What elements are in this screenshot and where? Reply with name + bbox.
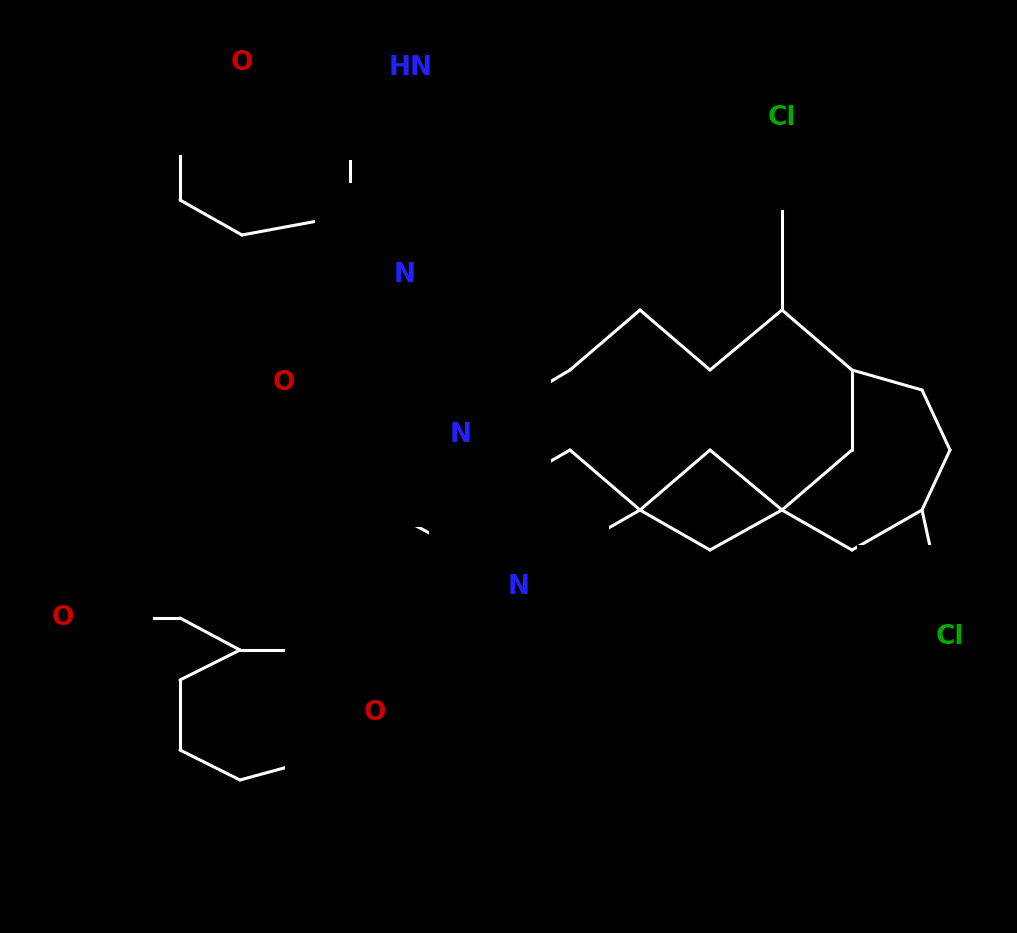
Text: O: O <box>231 50 253 76</box>
Text: O: O <box>364 700 386 726</box>
Text: HN: HN <box>388 55 433 81</box>
Text: O: O <box>273 370 295 396</box>
Text: N: N <box>508 574 530 600</box>
Text: Cl: Cl <box>768 105 796 131</box>
Text: O: O <box>52 605 74 631</box>
Text: N: N <box>394 262 416 288</box>
Text: Cl: Cl <box>936 624 964 650</box>
Text: N: N <box>450 422 472 448</box>
